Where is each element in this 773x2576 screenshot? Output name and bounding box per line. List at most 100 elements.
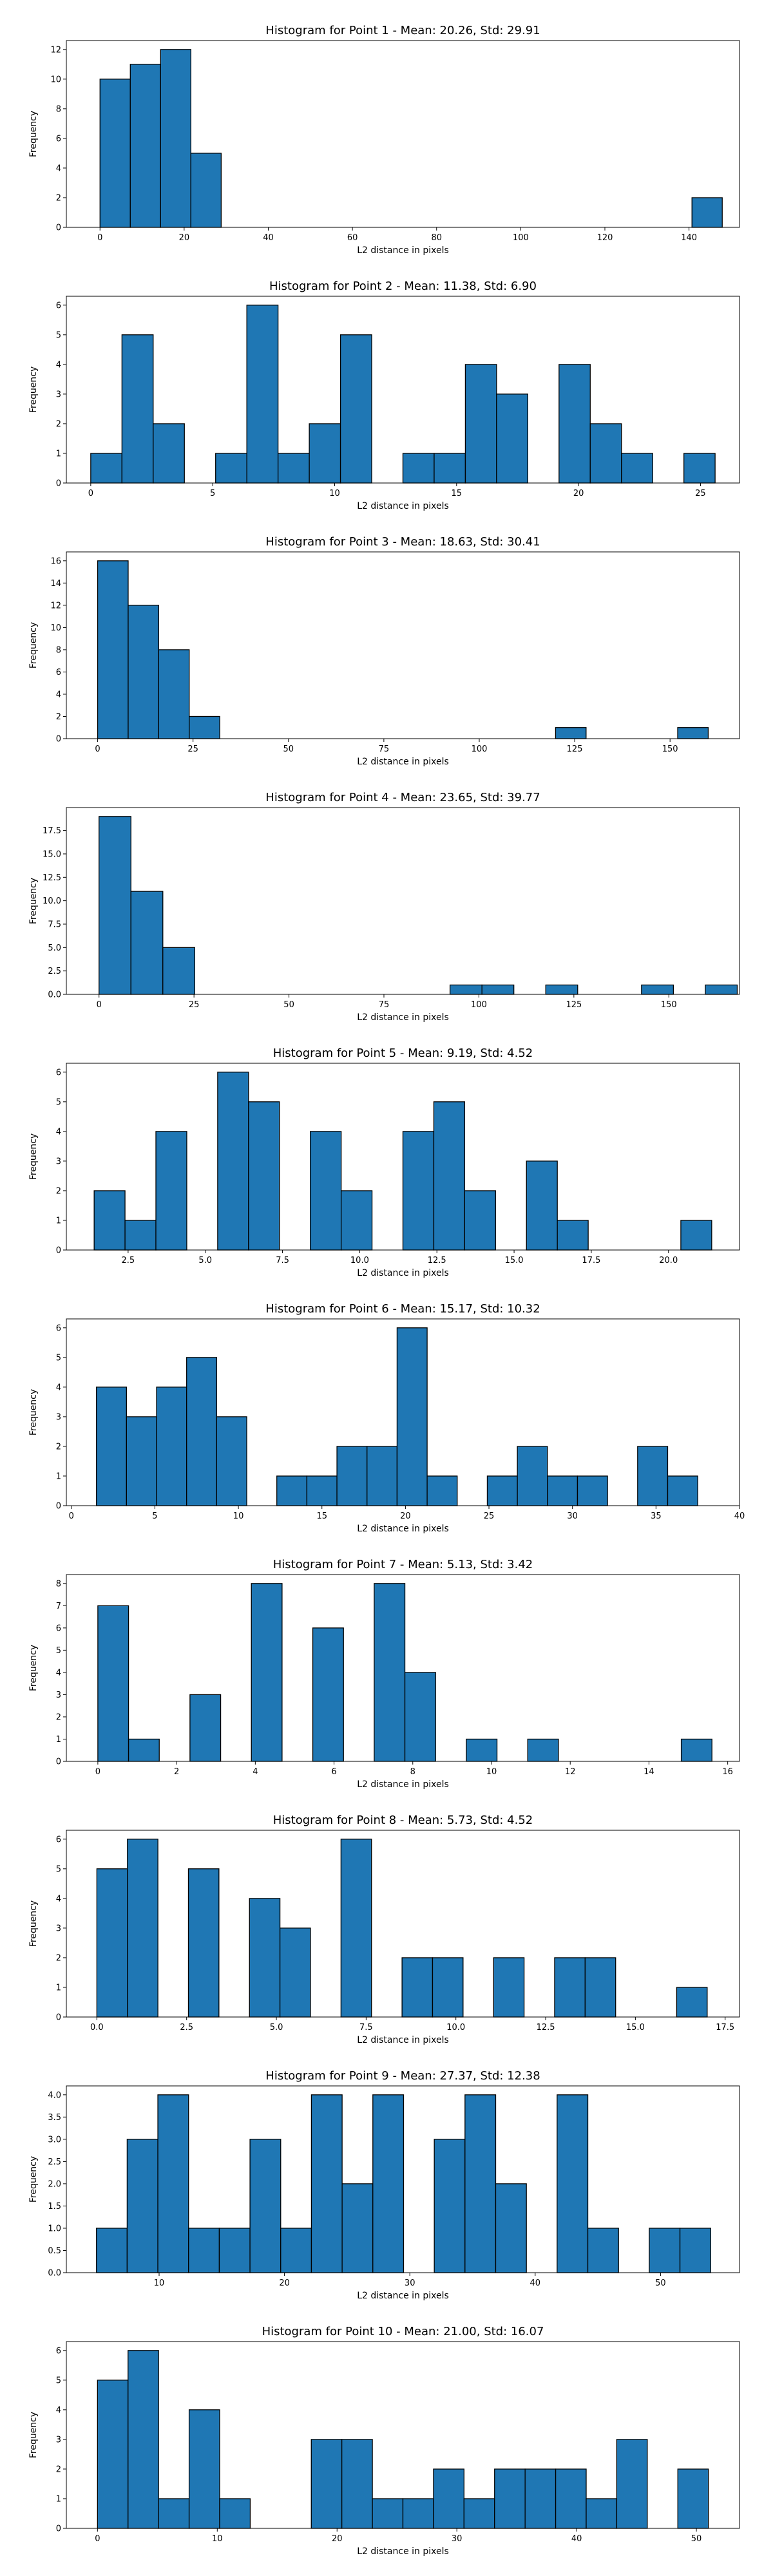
histogram-bar bbox=[649, 2228, 681, 2273]
histogram-bar bbox=[558, 364, 591, 484]
y-tick-label: 2 bbox=[56, 1186, 61, 1196]
y-tick-label: 10 bbox=[50, 75, 61, 84]
y-tick-label: 1 bbox=[56, 1983, 61, 1993]
histogram-bar bbox=[157, 2094, 189, 2273]
histogram-bar bbox=[339, 334, 372, 484]
x-tick-label: 25 bbox=[484, 1511, 495, 1521]
x-tick-label: 5 bbox=[210, 489, 215, 498]
y-axis-label: Frequency bbox=[28, 2412, 39, 2458]
histogram-bar bbox=[493, 1957, 525, 2018]
y-axis-label: Frequency bbox=[28, 1389, 39, 1435]
x-tick-label: 15 bbox=[452, 489, 463, 498]
y-tick-label: 17.5 bbox=[43, 826, 61, 836]
histogram-bar bbox=[676, 1987, 708, 2018]
x-tick-label: 0 bbox=[95, 1767, 100, 1777]
plot-frame bbox=[66, 1318, 740, 1506]
y-tick-label: 3 bbox=[56, 1412, 61, 1422]
histogram-bar bbox=[158, 649, 190, 739]
histogram-bar bbox=[312, 1627, 344, 1762]
histogram-bar bbox=[130, 891, 164, 995]
chart-title: Histogram for Point 4 - Mean: 23.65, Std… bbox=[265, 791, 540, 804]
y-tick-label: 1 bbox=[56, 449, 61, 459]
histogram-bar bbox=[188, 2409, 220, 2529]
x-tick-label: 5.0 bbox=[270, 2023, 283, 2032]
histogram-bar bbox=[486, 1475, 518, 1506]
y-tick-label: 2 bbox=[56, 1953, 61, 1963]
histogram-bar bbox=[93, 1190, 126, 1251]
histogram-bar bbox=[584, 1957, 616, 2018]
y-tick-label: 6 bbox=[56, 1323, 61, 1333]
histogram-bar bbox=[555, 727, 587, 739]
y-tick-label: 4 bbox=[56, 690, 61, 699]
x-tick-label: 50 bbox=[655, 2278, 666, 2288]
y-tick-label: 1 bbox=[56, 1216, 61, 1226]
histogram-bar bbox=[97, 1605, 129, 1762]
x-tick-label: 17.5 bbox=[716, 2023, 734, 2032]
y-tick-label: 0.0 bbox=[48, 2269, 61, 2278]
y-tick-label: 6 bbox=[56, 1068, 61, 1077]
histogram-bar bbox=[426, 1475, 458, 1506]
y-tick-label: 5 bbox=[56, 330, 61, 340]
histogram-bar bbox=[464, 2094, 497, 2273]
histogram-bar bbox=[187, 1868, 220, 2018]
x-tick-label: 10 bbox=[329, 489, 340, 498]
y-tick-label: 0 bbox=[56, 479, 61, 489]
histogram-bar bbox=[310, 2439, 343, 2529]
chart-title: Histogram for Point 9 - Mean: 27.37, Std… bbox=[265, 2069, 540, 2083]
histogram-panel-8: Histogram for Point 8 - Mean: 5.73, Std:… bbox=[28, 1814, 740, 2045]
x-tick-label: 5 bbox=[152, 1511, 157, 1521]
x-tick-label: 10 bbox=[486, 1767, 497, 1777]
x-tick-label: 8 bbox=[410, 1767, 415, 1777]
histogram-bar bbox=[396, 1327, 428, 1506]
histogram-bar bbox=[218, 2228, 251, 2273]
histogram-bar bbox=[577, 1475, 608, 1506]
y-tick-label: 5.0 bbox=[48, 943, 61, 953]
x-tick-label: 25 bbox=[189, 1000, 200, 1010]
plot-frame bbox=[66, 2085, 740, 2273]
histogram-bar bbox=[494, 2468, 526, 2529]
x-axis-label: L2 distance in pixels bbox=[357, 2546, 449, 2557]
histogram-bar bbox=[190, 153, 222, 228]
y-tick-label: 6 bbox=[56, 668, 61, 677]
y-tick-label: 3 bbox=[56, 390, 61, 399]
histogram-bar bbox=[121, 334, 154, 484]
histogram-bar bbox=[156, 1387, 187, 1506]
x-tick-label: 50 bbox=[691, 2534, 702, 2544]
histogram-bar bbox=[402, 1131, 435, 1251]
histogram-panel-5: Histogram for Point 5 - Mean: 9.19, Std:… bbox=[28, 1046, 740, 1278]
histogram-bar bbox=[249, 1898, 281, 2018]
histogram-bar bbox=[677, 727, 709, 739]
y-tick-label: 2 bbox=[56, 193, 61, 203]
chart-title: Histogram for Point 3 - Mean: 18.63, Std… bbox=[265, 535, 540, 549]
histogram-bar bbox=[481, 984, 515, 995]
histogram-bar bbox=[555, 2468, 587, 2529]
x-tick-label: 100 bbox=[513, 233, 529, 243]
histogram-panel-2: Histogram for Point 2 - Mean: 11.38, Std… bbox=[28, 279, 740, 511]
histogram-bar bbox=[246, 305, 279, 484]
y-tick-label: 2 bbox=[56, 712, 61, 722]
y-tick-label: 3 bbox=[56, 1157, 61, 1166]
histogram-bar bbox=[155, 1131, 187, 1251]
y-tick-label: 4 bbox=[56, 1383, 61, 1392]
x-axis-label: L2 distance in pixels bbox=[357, 2291, 449, 2301]
y-tick-label: 5 bbox=[56, 1646, 61, 1656]
y-tick-label: 2 bbox=[56, 2465, 61, 2474]
histogram-bar bbox=[158, 2498, 190, 2529]
histogram-bar bbox=[310, 2094, 343, 2273]
histogram-panel-4: Histogram for Point 4 - Mean: 23.65, Std… bbox=[28, 791, 740, 1023]
histogram-bar bbox=[589, 423, 622, 484]
x-tick-label: 15.0 bbox=[626, 2023, 645, 2032]
histogram-bar bbox=[683, 453, 716, 484]
y-tick-label: 10.0 bbox=[43, 896, 61, 906]
x-tick-label: 50 bbox=[283, 1000, 294, 1010]
y-tick-label: 0 bbox=[56, 1246, 61, 1256]
histogram-bar bbox=[276, 1475, 308, 1506]
x-tick-label: 2 bbox=[174, 1767, 179, 1777]
x-tick-label: 20.0 bbox=[659, 1256, 678, 1265]
chart-title: Histogram for Point 10 - Mean: 21.00, St… bbox=[262, 2325, 544, 2338]
y-tick-label: 16 bbox=[50, 556, 61, 566]
x-axis-label: L2 distance in pixels bbox=[357, 2035, 449, 2045]
histogram-bar bbox=[217, 1072, 249, 1251]
histogram-bar bbox=[279, 1927, 311, 2018]
histogram-bar bbox=[340, 1839, 372, 2018]
